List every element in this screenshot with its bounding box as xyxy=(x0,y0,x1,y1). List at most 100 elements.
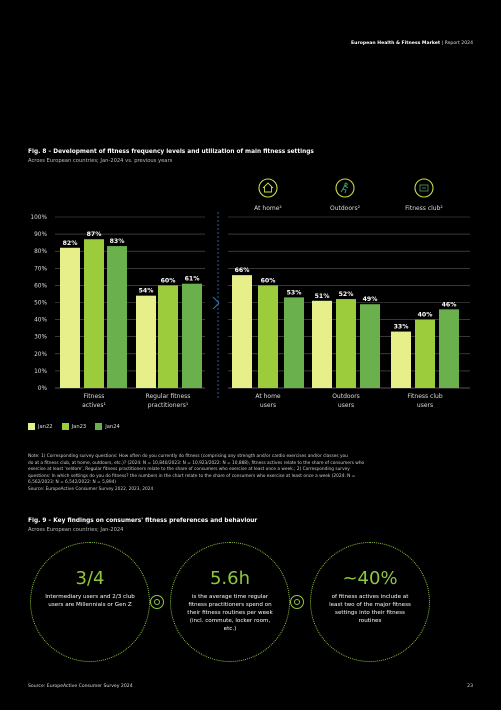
bar-value-label: 33% xyxy=(394,324,409,331)
header-separator: | xyxy=(441,41,444,46)
chart-legend: Jan22 Jan23 Jan24 xyxy=(28,423,120,430)
legend-item-jan23: Jan23 xyxy=(61,423,87,430)
y-tick-label: 60% xyxy=(34,283,47,289)
legend-swatch xyxy=(95,423,103,430)
brand-name: European Health & Fitness Market xyxy=(351,41,441,46)
bar xyxy=(84,239,104,388)
legend-label: Jan24 xyxy=(105,423,120,430)
note-line: questions: In which settings do you do f… xyxy=(28,473,356,479)
key-findings: 3/4 Intermediary users and 2/3 club user… xyxy=(30,542,470,662)
legend-item-jan24: Jan24 xyxy=(95,423,120,430)
finding-text: is the average time regular fitness prac… xyxy=(187,594,273,632)
icon-ring xyxy=(414,178,434,198)
category-label-line: Outdoors xyxy=(332,393,360,400)
finding-circle: 5.6h is the average time regular fitness… xyxy=(170,542,290,662)
fig8-chart: 0% 10% 20% 30% 40% 50% 60% 70% 80% 90% 100% 82% 87% 8… xyxy=(30,178,470,409)
note-line: exercise at least 'seldom', Regular fitn… xyxy=(28,467,350,473)
bar xyxy=(415,319,435,388)
setting-label: Outdoors² xyxy=(330,205,361,212)
finding-text: Intermediary users and 2/3 club users ar… xyxy=(45,594,135,608)
category-label-line: Regular fitness xyxy=(146,393,191,400)
bar-value-label: 83% xyxy=(110,238,125,245)
finding-circle: 3/4 Intermediary users and 2/3 club user… xyxy=(30,542,150,662)
bar xyxy=(312,300,332,388)
y-tick-label: 100% xyxy=(30,215,47,221)
fig8-title: Fig. 8 – Development of fitness frequenc… xyxy=(28,149,314,155)
bar xyxy=(158,285,178,388)
report-header: European Health & Fitness Market | Repor… xyxy=(351,41,473,46)
page-number: 23 xyxy=(467,684,473,689)
y-tick-label: 0% xyxy=(38,386,48,392)
bar xyxy=(360,304,380,388)
connector-icon xyxy=(290,595,304,609)
footer-source: Source: EuropeActive Consumer Survey 202… xyxy=(28,684,133,689)
bar-value-label: 66% xyxy=(235,267,250,274)
icon-ring xyxy=(335,178,355,198)
connector-icon xyxy=(150,595,164,609)
fig9-title: Fig. 9 – Key findings on consumers' fitn… xyxy=(28,518,258,524)
finding-value: ~40% xyxy=(342,568,398,589)
setting-label: At home² xyxy=(254,205,282,212)
y-tick-label: 80% xyxy=(34,249,47,255)
note-source: Source: EuropeActive Consumer Survey 202… xyxy=(28,486,154,492)
finding-value: 3/4 xyxy=(75,568,105,589)
note-line: do at a fitness club, at home, outdoors,… xyxy=(28,460,365,466)
category-label-line: Fitness club xyxy=(407,393,442,400)
y-tick-label: 70% xyxy=(34,266,47,272)
bar xyxy=(336,299,356,388)
bar-value-label: 52% xyxy=(339,291,354,298)
report-label: Report 2024 xyxy=(444,41,473,46)
gym-icon xyxy=(419,184,429,192)
y-tick-label: 50% xyxy=(34,301,47,307)
category-label-line: Fitness xyxy=(84,393,105,400)
bar-value-label: 60% xyxy=(161,277,176,284)
bar-value-label: 53% xyxy=(287,289,302,296)
bar xyxy=(439,309,459,388)
note-line: 6,562/2023: N = 6,542/2022: N = 5,894) xyxy=(28,480,117,486)
chevron-right-icon xyxy=(212,296,220,310)
bar xyxy=(391,331,411,388)
y-tick-label: 90% xyxy=(34,232,47,238)
category-label-line: users xyxy=(417,402,433,409)
category-label-line: At home xyxy=(255,393,281,400)
legend-label: Jan22 xyxy=(38,423,53,430)
bar xyxy=(258,285,278,388)
y-tick-label: 10% xyxy=(34,369,47,375)
icon-ring xyxy=(258,178,278,198)
bar-value-label: 40% xyxy=(418,312,433,319)
fig9-subtitle: Across European countries; Jan-2024 xyxy=(28,527,124,533)
bar-value-label: 46% xyxy=(442,301,457,308)
bar-value-label: 82% xyxy=(63,240,78,247)
y-tick-label: 40% xyxy=(34,318,47,324)
category-label-line: actives¹ xyxy=(82,402,106,409)
bar-value-label: 60% xyxy=(261,277,276,284)
bar-value-label: 87% xyxy=(87,231,102,238)
bar xyxy=(182,283,202,388)
bar xyxy=(232,275,252,388)
bar-value-label: 61% xyxy=(185,276,200,283)
bar xyxy=(284,297,304,388)
bar xyxy=(60,247,80,388)
legend-swatch xyxy=(28,423,35,430)
finding-value: 5.6h xyxy=(209,568,251,589)
bar xyxy=(107,246,127,388)
category-label-line: users xyxy=(338,402,354,409)
y-tick-label: 20% xyxy=(34,352,47,358)
bar-value-label: 49% xyxy=(363,296,378,303)
legend-item-jan22: Jan22 xyxy=(28,423,53,430)
bar xyxy=(136,295,156,388)
legend-label: Jan23 xyxy=(71,423,87,430)
finding-text: of fitness actives include at least two … xyxy=(329,594,411,624)
bar-value-label: 51% xyxy=(315,293,330,300)
bar-value-label: 54% xyxy=(139,288,154,295)
y-tick-label: 30% xyxy=(34,335,47,341)
fig8-subtitle: Across European countries; Jan-2024 vs. … xyxy=(28,158,173,164)
note-line: Note: 1) Corresponding survey questions:… xyxy=(28,454,348,459)
runner-icon xyxy=(340,182,349,194)
category-label-line: practitioners¹ xyxy=(148,402,189,409)
legend-swatch xyxy=(61,423,69,430)
fig8-note: Note: 1) Corresponding survey questions:… xyxy=(28,454,473,494)
finding-circle: ~40% of fitness actives include at least… xyxy=(310,542,430,662)
setting-label: Fitness club² xyxy=(405,205,443,212)
home-icon xyxy=(262,182,274,193)
